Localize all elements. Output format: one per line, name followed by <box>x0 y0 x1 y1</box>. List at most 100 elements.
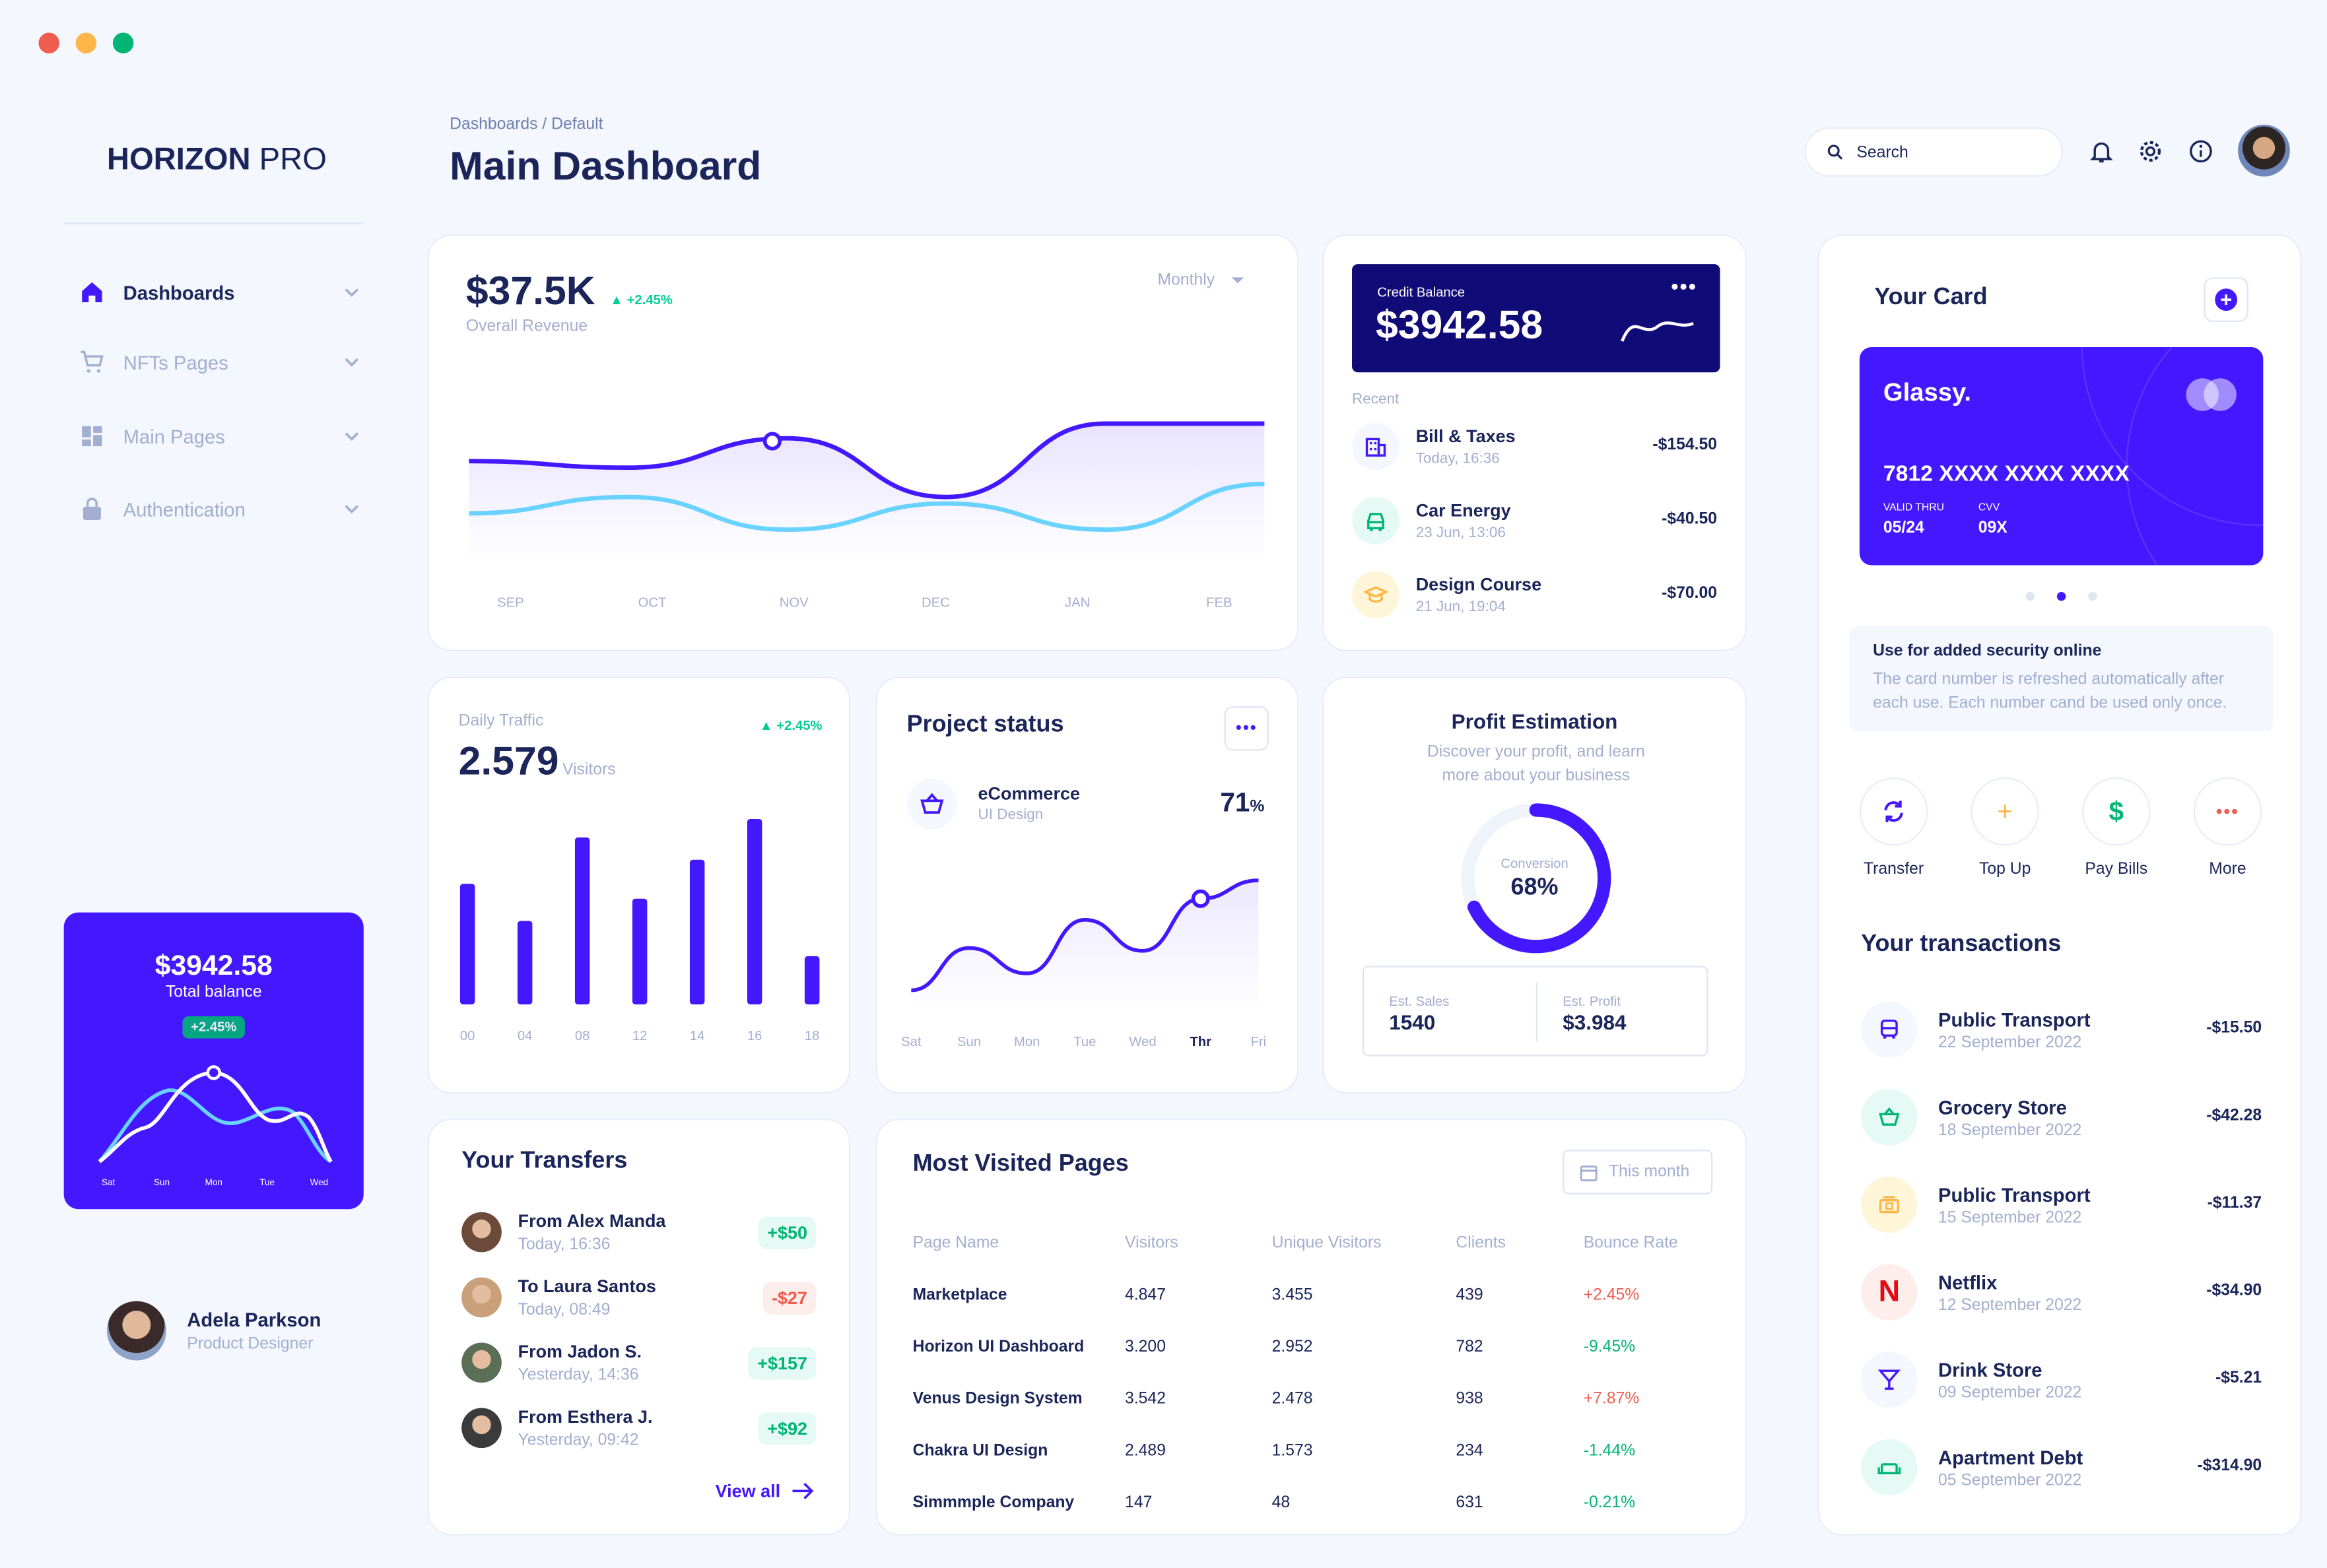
table-header[interactable]: Visitors <box>1125 1234 1178 1253</box>
top-up-action[interactable]: + Top Up <box>1953 777 2056 878</box>
sidebar-item-nfts[interactable]: NFTs Pages <box>79 346 360 378</box>
transfer-item[interactable]: From Esthera J. Yesterday, 09:42 +$92 <box>429 1405 849 1464</box>
table-cell-clients: 234 <box>1456 1441 1483 1460</box>
netflix-icon-letter: N <box>1878 1275 1901 1308</box>
project-highlight-point[interactable] <box>1191 889 1210 908</box>
total-balance-amount: $3942.58 <box>154 951 273 983</box>
table-cell-bounce: -1.44% <box>1583 1441 1636 1460</box>
project-percent: 71% <box>1220 788 1264 819</box>
sidebar-item-label: Dashboards <box>123 281 235 304</box>
transfer-item[interactable]: From Alex Manda Today, 16:36 +$50 <box>429 1209 849 1268</box>
card-pattern <box>2081 347 2264 566</box>
traffic-bar[interactable] <box>517 921 533 1004</box>
more-options-icon[interactable]: ••• <box>1671 274 1698 298</box>
this-month-button[interactable]: This month <box>1563 1150 1713 1194</box>
sofa-icon <box>1861 1439 1918 1496</box>
window-minimize-button[interactable] <box>75 32 97 53</box>
carousel-dot[interactable] <box>2025 591 2035 601</box>
graduation-cap-icon <box>1352 571 1400 619</box>
bell-icon[interactable] <box>2088 138 2114 164</box>
transaction-item[interactable]: Grocery Store 18 September 2022 -$42.28 <box>1819 1089 2300 1154</box>
transaction-item[interactable]: N Netflix 12 September 2022 -$34.90 <box>1819 1264 2300 1329</box>
table-header[interactable]: Clients <box>1456 1234 1506 1253</box>
recent-item-amount: -$70.00 <box>1662 584 1718 603</box>
chevron-down-icon[interactable] <box>343 500 360 518</box>
chevron-down-icon[interactable] <box>343 283 360 301</box>
sidebar-item-dashboards[interactable]: Dashboards <box>79 276 360 308</box>
credit-balance-label: Credit Balance <box>1377 284 1465 300</box>
table-cell-name: Simmmple Company <box>912 1493 1075 1511</box>
transfer-item[interactable]: To Laura Santos Today, 08:49 -$27 <box>429 1274 849 1334</box>
chevron-down-icon[interactable] <box>343 353 360 371</box>
table-row[interactable]: Marketplace 4.847 3.455 439 +2.45% <box>913 1268 1699 1321</box>
pay-bills-action-label: Pay Bills <box>2085 860 2148 878</box>
period-select[interactable]: Monthly <box>1158 271 1245 289</box>
traffic-bar[interactable] <box>689 859 705 1004</box>
carousel-dot-active[interactable] <box>2056 591 2066 601</box>
traffic-bar[interactable] <box>804 956 820 1004</box>
more-action[interactable]: ••• More <box>2176 777 2279 878</box>
search-input[interactable]: Search <box>1804 127 2063 177</box>
balance-chart-day-label: Sun <box>154 1177 170 1187</box>
most-visited-pages-card: Most Visited Pages This month Page Name V… <box>875 1119 1747 1536</box>
revenue-series-line <box>469 481 1265 532</box>
add-card-button[interactable] <box>2204 277 2248 322</box>
basket-icon <box>1861 1089 1918 1146</box>
user-avatar[interactable] <box>106 1301 166 1361</box>
carousel-dot[interactable] <box>2088 591 2097 601</box>
window-maximize-button[interactable] <box>112 32 134 53</box>
table-header[interactable]: Unique Visitors <box>1271 1234 1382 1253</box>
table-row[interactable]: Horizon UI Dashboard 3.200 2.952 782 -9.45% <box>913 1321 1699 1373</box>
view-all-link[interactable]: View all <box>716 1481 815 1501</box>
transfer-title: From Jadon S. <box>518 1341 642 1362</box>
your-card-title: Your Card <box>1874 284 1988 310</box>
transaction-item[interactable]: Apartment Debt 05 September 2022 -$314.9… <box>1819 1439 2300 1505</box>
info-icon[interactable] <box>2188 138 2214 164</box>
payment-card[interactable]: Glassy. 7812 XXXX XXXX XXXX VALID THRU 0… <box>1859 347 2264 566</box>
transaction-title: Public Transport <box>1938 1008 2091 1031</box>
transfer-action[interactable]: Transfer <box>1842 777 1945 878</box>
recent-item[interactable]: Design Course 21 Jun, 19:04 -$70.00 <box>1324 571 1745 637</box>
transaction-item[interactable]: Public Transport 15 September 2022 -$11.… <box>1819 1176 2300 1242</box>
table-row[interactable]: Chakra UI Design 2.489 1.573 234 -1.44% <box>913 1424 1699 1476</box>
table-row[interactable]: Venus Design System 3.542 2.478 938 +7.87% <box>913 1372 1699 1424</box>
table-header[interactable]: Bounce Rate <box>1583 1234 1678 1253</box>
transaction-title: Public Transport <box>1938 1183 2091 1206</box>
pay-bills-action[interactable]: $ Pay Bills <box>2064 777 2168 878</box>
traffic-bar[interactable] <box>574 837 590 1004</box>
revenue-change-value: +2.45% <box>626 292 673 308</box>
plus-icon: + <box>1971 777 2039 846</box>
transfer-item[interactable]: From Jadon S. Yesterday, 14:36 +$157 <box>429 1340 849 1399</box>
chevron-down-icon[interactable] <box>343 427 360 445</box>
recent-item[interactable]: Car Energy 23 Jun, 13:06 -$40.50 <box>1324 497 1745 562</box>
traffic-bar[interactable] <box>632 898 648 1004</box>
traffic-bar[interactable] <box>459 884 475 1004</box>
window-close-button[interactable] <box>38 32 59 53</box>
gear-icon[interactable] <box>2137 138 2163 164</box>
sidebar-item-authentication[interactable]: Authentication <box>79 492 360 525</box>
traffic-value: 2.579 <box>458 738 559 783</box>
traffic-label: Daily Traffic <box>458 712 544 731</box>
project-x-label: Mon <box>1014 1035 1040 1049</box>
revenue-highlight-point[interactable] <box>762 432 782 451</box>
breadcrumb[interactable]: Dashboards / Default <box>450 115 603 134</box>
traffic-bar[interactable] <box>747 818 762 1004</box>
project-more-button[interactable]: ••• <box>1224 706 1269 751</box>
revenue-area-fill <box>469 423 1265 563</box>
transaction-item[interactable]: Drink Store 09 September 2022 -$5.21 <box>1819 1352 2300 1417</box>
total-balance-chart: Sat Sun Mon Tue Wed <box>98 1065 333 1187</box>
table-cell-visitors: 4.847 <box>1125 1285 1166 1303</box>
transaction-item[interactable]: Public Transport 22 September 2022 -$15.… <box>1819 1001 2300 1066</box>
table-row[interactable]: Simmmple Company 147 48 631 -0.21% <box>913 1476 1699 1528</box>
transaction-amount: -$34.90 <box>2206 1282 2262 1300</box>
header-avatar[interactable] <box>2238 124 2290 177</box>
transfer-avatar <box>461 1408 502 1449</box>
recent-item-time: 23 Jun, 13:06 <box>1415 525 1506 542</box>
transfer-time: Today, 08:49 <box>518 1301 611 1319</box>
sidebar-item-main-pages[interactable]: Main Pages <box>79 420 360 452</box>
revenue-x-label: OCT <box>638 595 667 610</box>
transfers-card: Your Transfers From Alex Manda Today, 16… <box>427 1119 851 1536</box>
table-header[interactable]: Page Name <box>912 1234 999 1253</box>
recent-item[interactable]: Bill & Taxes Today, 16:36 -$154.50 <box>1324 422 1745 488</box>
credit-balance-box: Credit Balance $3942.58 ••• <box>1352 264 1720 373</box>
